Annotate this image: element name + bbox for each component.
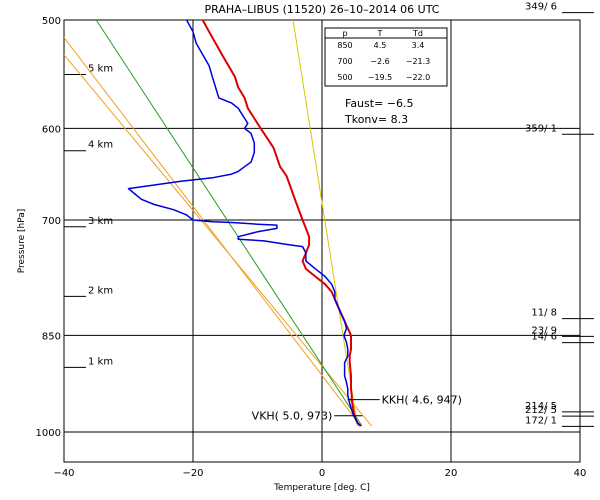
x-tick-label: −20 xyxy=(182,468,203,479)
x-axis-label: Temperature [deg. C] xyxy=(273,483,370,493)
table-header: p xyxy=(342,29,347,38)
y-tick-label: 500 xyxy=(42,16,61,27)
x-tick-label: 0 xyxy=(319,468,325,479)
index-label: Tkonv= 8.3 xyxy=(344,113,408,126)
wind-label: 23/ 9 xyxy=(531,325,557,336)
height-label: 3 km xyxy=(88,216,113,227)
profile-line xyxy=(127,19,362,427)
table-cell: 3.4 xyxy=(412,41,425,50)
kkh-label: KKH( 4.6, 947) xyxy=(382,394,462,407)
reference-line xyxy=(63,37,362,427)
vkh-label: VKH( 5.0, 973) xyxy=(252,410,333,423)
table-cell: −21.3 xyxy=(406,57,431,66)
table-cell: −22.0 xyxy=(406,73,431,82)
y-tick-label: 1000 xyxy=(36,428,61,439)
table-header: T xyxy=(377,29,383,38)
y-tick-label: 850 xyxy=(42,331,61,342)
table-cell: 4.5 xyxy=(374,41,387,50)
x-tick-label: 20 xyxy=(445,468,458,479)
chart-title: PRAHA–LIBUS (11520) 26–10–2014 06 UTC xyxy=(205,3,440,16)
y-tick-label: 700 xyxy=(42,216,61,227)
height-label: 4 km xyxy=(88,140,113,151)
wind-label: 11/ 8 xyxy=(531,308,557,319)
height-label: 2 km xyxy=(88,285,113,296)
x-tick-label: 40 xyxy=(574,468,587,479)
table-cell: −19.5 xyxy=(368,73,393,82)
table-cell: 500 xyxy=(337,73,352,82)
wind-label: 14/ 6 xyxy=(531,332,557,343)
reference-line xyxy=(63,54,373,427)
wind-label: 349/ 6 xyxy=(525,2,557,13)
wind-label: 212/ 5 xyxy=(525,405,557,416)
table-cell: 850 xyxy=(337,41,352,50)
x-tick-label: −40 xyxy=(53,468,74,479)
plot-area: −40 −20 0 20 40 500 600 700 850 1000 Temperature [… xyxy=(17,2,594,493)
table-header: Td xyxy=(412,29,423,38)
y-axis-label: Pressure [hPa] xyxy=(17,209,27,274)
table-cell: 700 xyxy=(337,57,352,66)
index-label: Faust= −6.5 xyxy=(345,97,414,110)
height-label: 5 km xyxy=(88,63,113,74)
table-cell: −2.6 xyxy=(370,57,389,66)
wind-label: 172/ 1 xyxy=(525,415,557,426)
height-label: 1 km xyxy=(88,356,113,367)
y-tick-label: 600 xyxy=(42,124,61,135)
wind-label: 359/ 1 xyxy=(525,123,557,134)
wind-label: 214/ 5 xyxy=(525,401,557,412)
profile-line xyxy=(201,19,362,427)
